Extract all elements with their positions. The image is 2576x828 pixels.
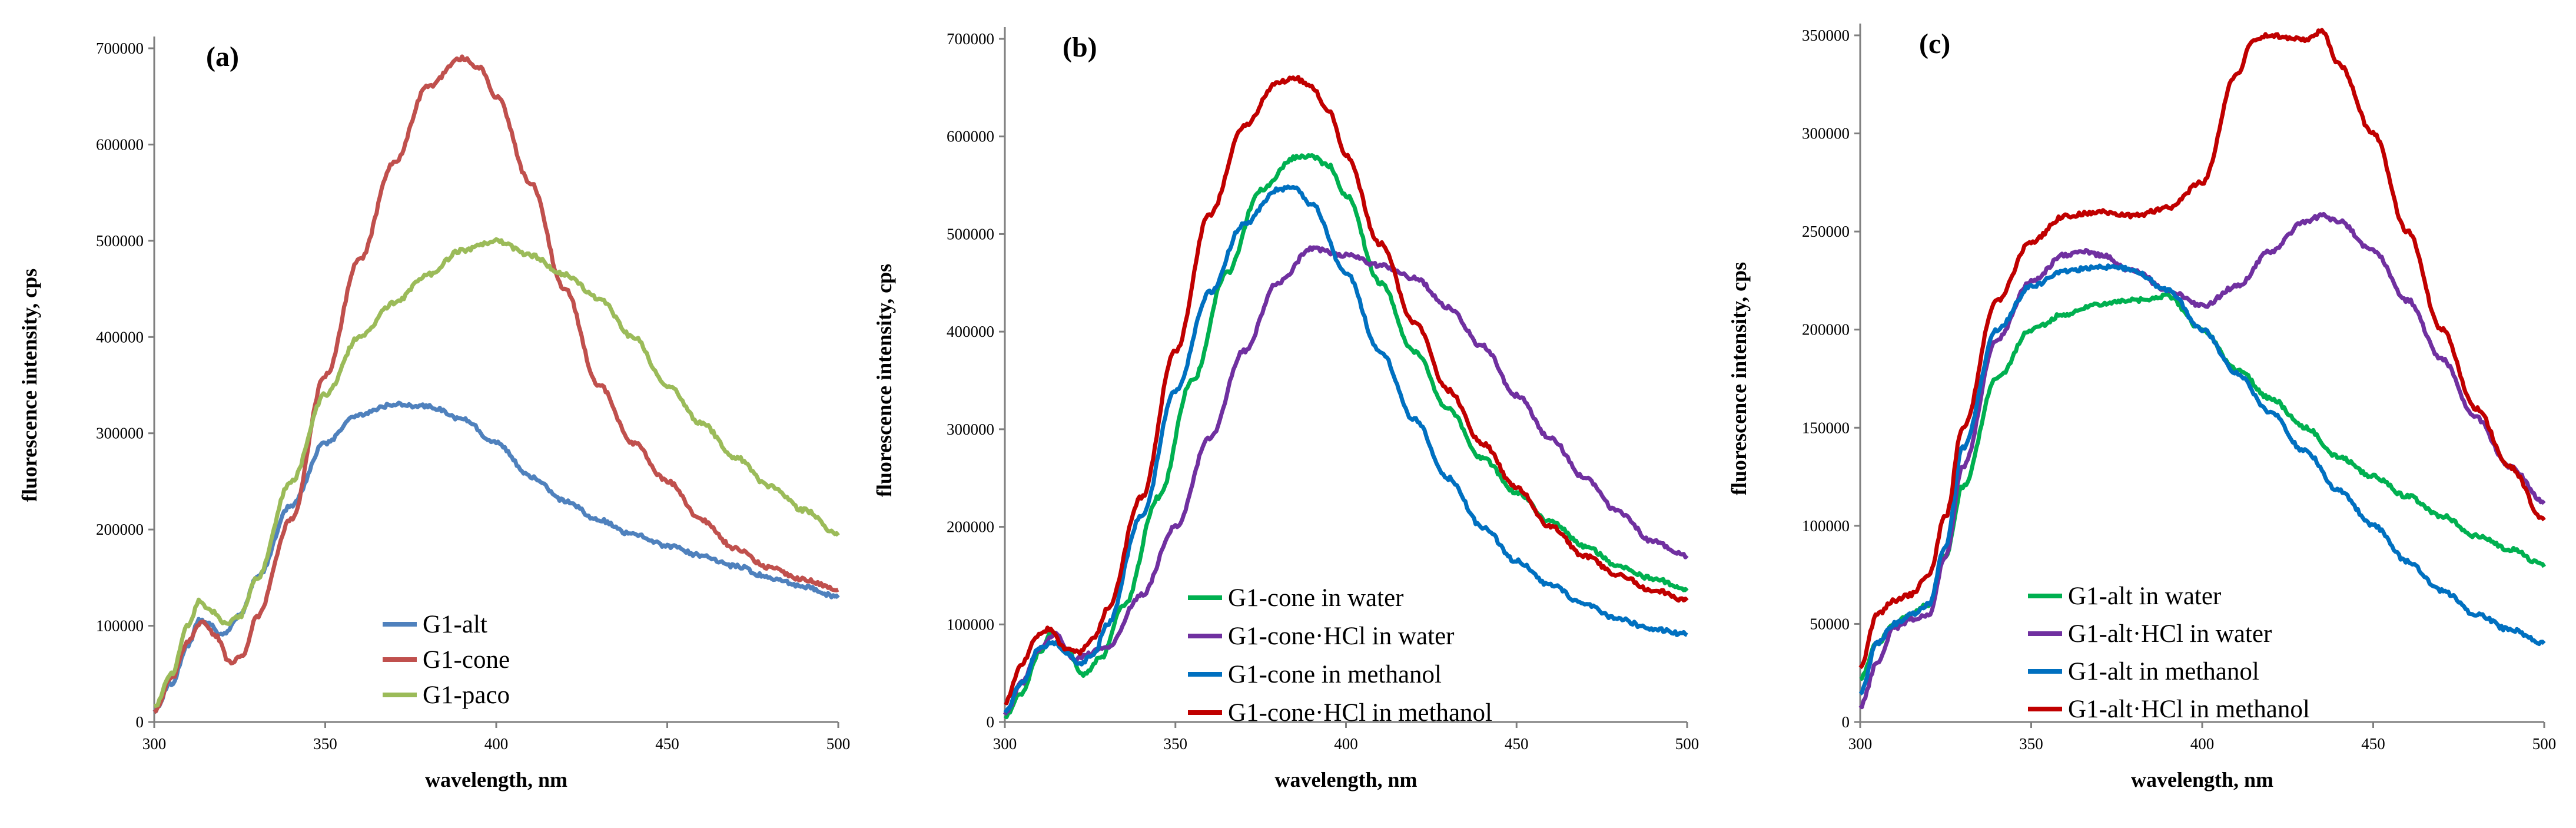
legend-label: G1-paco <box>423 681 510 709</box>
y-tick-label: 600000 <box>947 128 994 145</box>
x-tick-label: 500 <box>826 735 851 753</box>
legend-label: G1-alt in water <box>2068 582 2221 610</box>
series-line-3 <box>1003 184 1688 714</box>
x-axis-title: wavelength, nm <box>2131 768 2273 791</box>
y-tick-label: 50000 <box>1810 615 1850 632</box>
x-tick-label: 400 <box>484 735 509 753</box>
y-tick-label: 300000 <box>947 420 994 438</box>
series-line-2 <box>1858 211 2546 710</box>
legend-label: G1-alt·HCl in methanol <box>2068 695 2310 723</box>
y-tick-label: 200000 <box>947 518 994 536</box>
y-tick-label: 200000 <box>96 521 144 538</box>
chart-panel-b: 0 100000 200000 300000 400000 500000 600000 700… <box>872 27 1699 791</box>
y-tick-label: 300000 <box>1802 125 1850 143</box>
legend-label: G1-cone·HCl in water <box>1228 622 1454 650</box>
x-tick-label: 450 <box>1505 735 1529 753</box>
chart-panel-a: 0 100000 200000 300000 400000 500000 600000 700… <box>18 37 850 791</box>
y-tick-label: 500000 <box>947 225 994 243</box>
y-tick-label: 0 <box>987 713 995 731</box>
x-tick-label: 300 <box>142 735 167 753</box>
series-line-2 <box>152 54 839 714</box>
x-tick-label: 450 <box>2361 735 2385 753</box>
legend-label: G1-alt·HCl in water <box>2068 620 2272 648</box>
legend-label: G1-cone in methanol <box>1228 661 1442 688</box>
y-tick-label: 350000 <box>1802 27 1850 44</box>
series-line-2 <box>1002 245 1689 716</box>
y-tick-label: 300000 <box>96 425 144 442</box>
x-tick-label: 500 <box>1675 735 1699 753</box>
y-tick-label: 700000 <box>96 39 144 57</box>
legend-label: G1-alt in methanol <box>2068 658 2259 685</box>
x-tick-label: 300 <box>993 735 1017 753</box>
y-tick-label: 150000 <box>1802 419 1850 436</box>
legend-label: G1-cone in water <box>1228 584 1403 612</box>
y-tick-label: 200000 <box>1802 321 1850 339</box>
y-tick-label: 400000 <box>947 323 994 340</box>
x-tick-label: 350 <box>313 735 337 753</box>
y-tick-label: 400000 <box>96 328 144 346</box>
x-axis-title: wavelength, nm <box>1275 768 1418 791</box>
series-line-4 <box>1004 75 1689 706</box>
panel-label: (b) <box>1063 32 1097 63</box>
x-tick-label: 400 <box>1334 735 1358 753</box>
y-tick-label: 700000 <box>947 30 994 48</box>
series-line-3 <box>1858 263 2546 695</box>
y-axis-title: fluorescence intensity, cps <box>18 269 41 502</box>
panel-label: (a) <box>206 41 239 72</box>
series-line-4 <box>1858 28 2546 670</box>
y-tick-label: 0 <box>136 713 144 731</box>
x-tick-label: 300 <box>1848 735 1873 753</box>
y-tick-label: 100000 <box>1802 517 1850 535</box>
legend-label: G1-alt <box>423 611 487 638</box>
y-axis-title: fluorescence intensity, cps <box>1727 262 1751 495</box>
legend-label: G1-cone <box>423 646 510 674</box>
x-tick-label: 400 <box>2190 735 2215 753</box>
x-tick-label: 350 <box>2019 735 2043 753</box>
y-axis-title: fluorescence intensity, cps <box>872 264 896 497</box>
y-tick-label: 250000 <box>1802 223 1850 240</box>
x-tick-label: 500 <box>2532 735 2557 753</box>
series-line-3 <box>154 237 840 708</box>
x-tick-label: 350 <box>1164 735 1188 753</box>
y-tick-label: 0 <box>1842 713 1850 731</box>
chart-panel-c: 0 50000 100000 150000 200000 250000 300000 3500… <box>1727 24 2556 791</box>
y-tick-label: 100000 <box>96 617 144 635</box>
x-axis-title: wavelength, nm <box>425 768 567 791</box>
y-tick-label: 100000 <box>947 615 994 633</box>
x-tick-label: 450 <box>655 735 679 753</box>
y-tick-label: 500000 <box>96 232 144 250</box>
legend-label: G1-cone·HCl in methanol <box>1228 699 1492 727</box>
panel-label: (c) <box>1919 28 1950 59</box>
series-line-1 <box>1003 153 1689 720</box>
y-tick-label: 600000 <box>96 135 144 153</box>
